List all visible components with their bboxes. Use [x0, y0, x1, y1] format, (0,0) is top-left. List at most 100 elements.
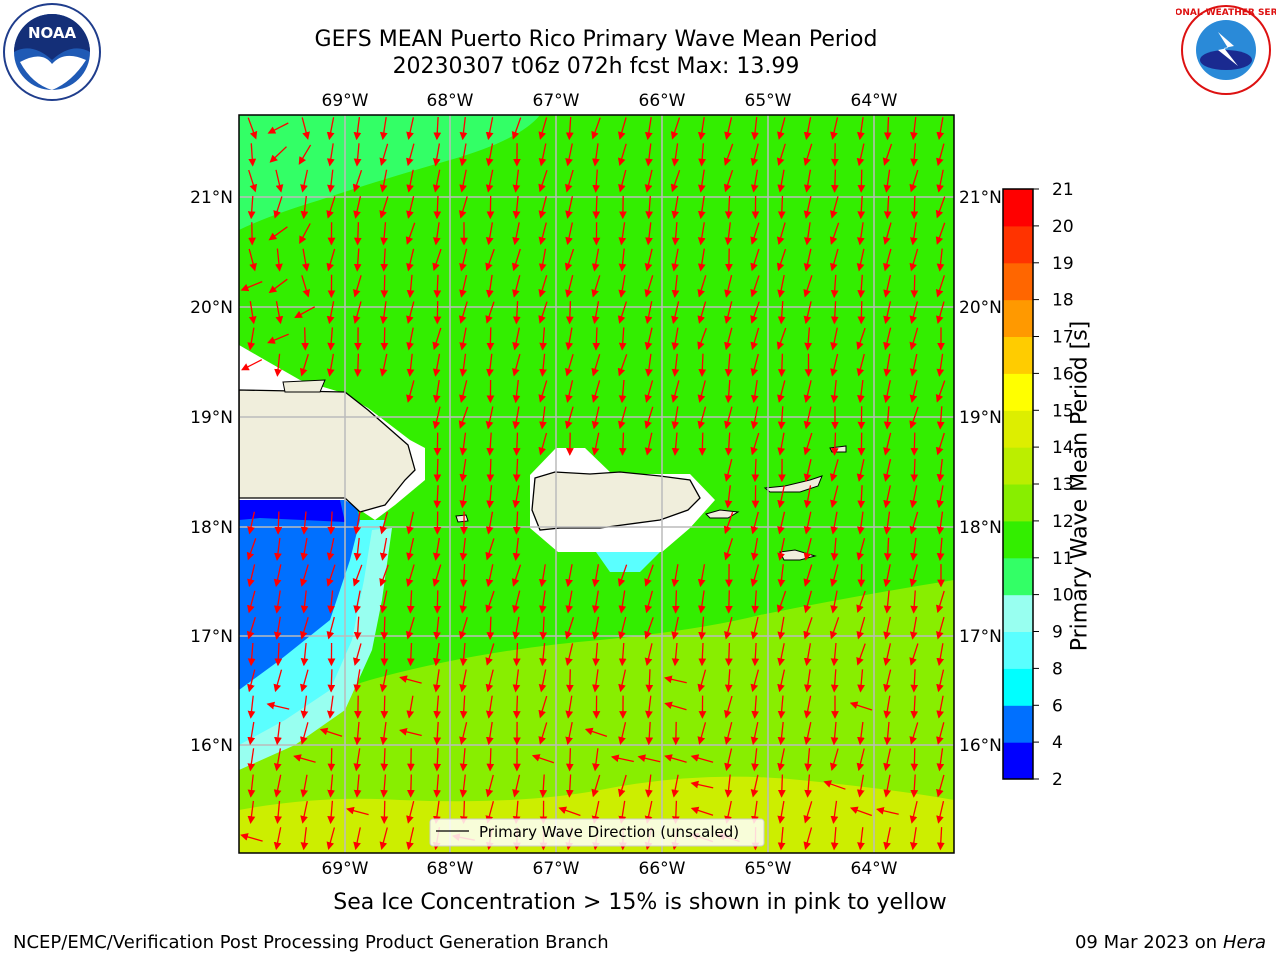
- map-field: [239, 115, 954, 853]
- wave-arrow: [432, 643, 441, 667]
- lon-label-bottom: 64°W: [851, 859, 898, 879]
- wave-arrow: [829, 617, 840, 640]
- wave-arrow: [777, 616, 786, 640]
- wave-arrow: [267, 333, 289, 344]
- wave-arrow: [857, 380, 865, 404]
- wave-arrow: [406, 537, 415, 561]
- wave-arrow: [664, 754, 687, 763]
- colorbar-tick-label: 18: [1052, 291, 1074, 311]
- wave-arrow: [883, 248, 892, 272]
- wave-arrow: [485, 117, 494, 141]
- wave-arrow: [724, 695, 733, 719]
- wave-arrow: [830, 564, 839, 587]
- wave-arrow: [511, 564, 522, 587]
- wave-arrow: [592, 327, 601, 351]
- wave-arrow: [830, 432, 839, 456]
- period-10-11-region: [239, 115, 540, 230]
- wave-arrow: [433, 774, 442, 798]
- wave-arrow: [750, 432, 760, 456]
- wave-arrow: [406, 380, 415, 403]
- wave-arrow: [936, 169, 944, 193]
- wave-arrow: [910, 748, 919, 772]
- wave-arrow: [247, 748, 256, 772]
- wave-arrow: [539, 643, 547, 667]
- wave-arrow: [829, 459, 839, 482]
- south-pr-low-period: [596, 552, 660, 572]
- wave-arrow: [538, 564, 547, 588]
- wave-arrow: [936, 695, 944, 719]
- wave-arrow: [856, 616, 866, 640]
- wave-arrow: [671, 301, 680, 325]
- wave-arrow: [379, 116, 388, 141]
- wave-arrow: [485, 774, 494, 798]
- wave-arrow: [803, 196, 812, 219]
- wave-arrow: [301, 275, 311, 298]
- wave-arrow: [432, 406, 441, 430]
- wave-arrow: [909, 564, 918, 587]
- wave-arrow: [910, 695, 919, 719]
- wave-arrow: [883, 327, 892, 351]
- wave-arrow: [909, 800, 918, 824]
- wave-arrow: [645, 195, 654, 220]
- wave-arrow: [591, 564, 600, 588]
- wave-arrow: [830, 485, 839, 509]
- wave-arrow: [724, 274, 733, 298]
- wave-arrow: [512, 511, 521, 535]
- wave-arrow: [353, 748, 362, 772]
- wave-arrow: [644, 432, 653, 456]
- lon-label-top: 68°W: [427, 91, 474, 111]
- lon-label-bottom: 67°W: [533, 859, 580, 879]
- wave-arrow: [353, 143, 362, 167]
- colorbar-tick-label: 8: [1052, 659, 1063, 679]
- wave-arrow: [724, 222, 733, 246]
- wave-arrow: [750, 537, 759, 561]
- wave-arrow: [511, 248, 521, 272]
- wave-arrow: [274, 353, 282, 377]
- wave-arrow: [592, 195, 601, 220]
- colorbar-segment: [1003, 484, 1033, 522]
- wave-arrow: [936, 774, 945, 798]
- wave-arrow: [617, 143, 627, 167]
- lon-labels-top: 69°W 68°W 67°W 66°W 65°W 64°W: [322, 91, 898, 111]
- wave-arrow: [724, 432, 733, 456]
- wave-arrow: [776, 327, 787, 351]
- wave-arrow: [405, 564, 415, 587]
- wave-arrow: [353, 275, 362, 298]
- wave-arrow: [698, 353, 707, 377]
- wave-arrow: [293, 754, 316, 763]
- lat-label-right: 16°N: [959, 736, 1002, 756]
- wave-arrow: [565, 354, 574, 377]
- wave-arrow: [274, 642, 283, 667]
- wave-arrow: [433, 195, 442, 220]
- wave-arrow: [512, 222, 520, 246]
- wave-arrow: [697, 380, 706, 403]
- wave-arrow: [512, 380, 521, 404]
- wave-arrow: [405, 617, 415, 640]
- wave-arrow: [777, 485, 785, 509]
- wave-arrow: [935, 196, 946, 219]
- wave-arrow: [936, 800, 945, 824]
- wave-arrow: [486, 432, 495, 456]
- wave-arrow: [670, 169, 681, 193]
- wave-arrow: [644, 275, 654, 298]
- wave-arrow: [246, 538, 257, 561]
- wave-arrow: [353, 827, 361, 851]
- wave-arrow: [300, 195, 309, 220]
- colorbar-segment: [1003, 668, 1033, 706]
- wave-arrow: [327, 590, 335, 614]
- wave-arrow: [433, 116, 442, 141]
- wave-arrow: [538, 117, 548, 140]
- wave-arrow: [432, 248, 442, 272]
- wave-arrow: [803, 485, 812, 509]
- wave-arrow: [512, 275, 521, 298]
- wave-arrow: [777, 301, 786, 325]
- wave-arrow: [830, 642, 839, 667]
- wave-arrow: [777, 800, 786, 824]
- wave-arrow: [353, 774, 362, 798]
- colorbar-tick-label: 15: [1052, 401, 1074, 421]
- wave-arrow: [857, 485, 866, 509]
- wave-arrow: [777, 169, 786, 193]
- colorbar-tick-label: 11: [1052, 549, 1074, 569]
- lat-label-left: 16°N: [190, 736, 233, 756]
- wave-arrow: [485, 511, 494, 535]
